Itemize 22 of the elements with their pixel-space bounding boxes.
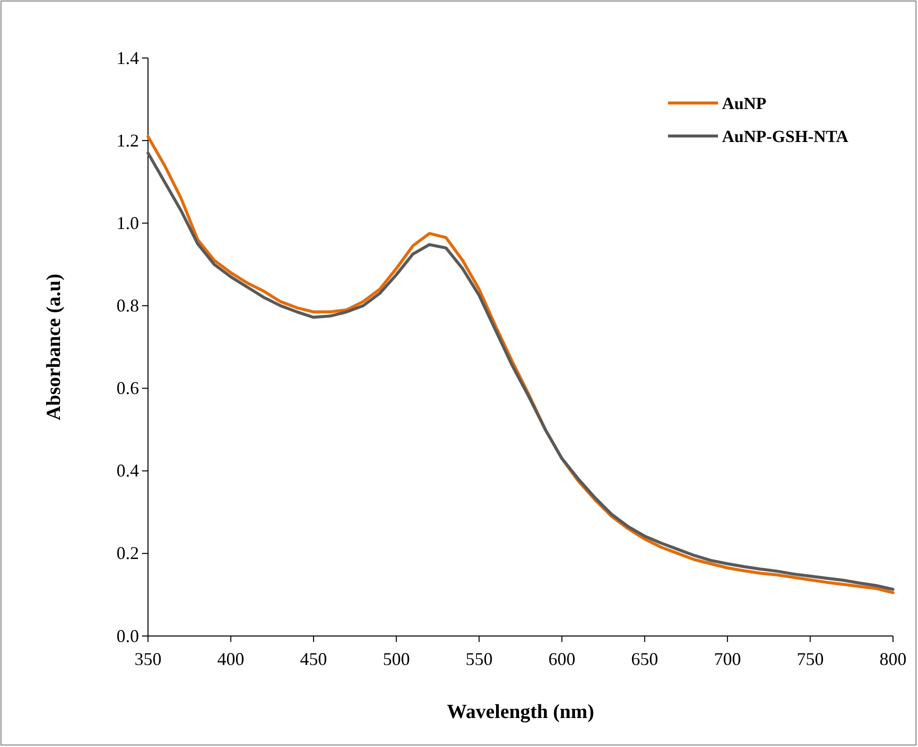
x-axis-title: Wavelength (nm): [446, 701, 594, 723]
y-tick-label: 1.0: [116, 212, 139, 233]
x-tick-label: 700: [714, 648, 741, 669]
x-tick-label: 600: [548, 648, 576, 669]
x-tick-label: 650: [631, 648, 658, 669]
x-tick-label: 350: [134, 648, 162, 669]
y-tick-label: 1.4: [116, 48, 139, 68]
y-tick-label: 1.2: [116, 130, 139, 150]
x-tick-label: 550: [466, 648, 493, 669]
x-tick-label: 400: [217, 648, 244, 669]
y-tick-label: 0.8: [116, 295, 139, 316]
y-tick-label: 0.4: [116, 460, 139, 481]
x-tick-label: 500: [382, 648, 410, 669]
y-axis-title: Absorbance (a.u): [43, 274, 65, 420]
y-tick-label: 0.0: [116, 626, 139, 646]
x-tick-label: 750: [796, 648, 824, 669]
legend-label: AuNP: [722, 94, 766, 113]
x-tick-label: 450: [300, 648, 328, 669]
y-tick-label: 0.6: [116, 378, 139, 398]
y-tick-label: 0.2: [116, 543, 139, 564]
legend-label: AuNP-GSH-NTA: [722, 127, 849, 146]
x-tick-label: 800: [880, 648, 906, 669]
